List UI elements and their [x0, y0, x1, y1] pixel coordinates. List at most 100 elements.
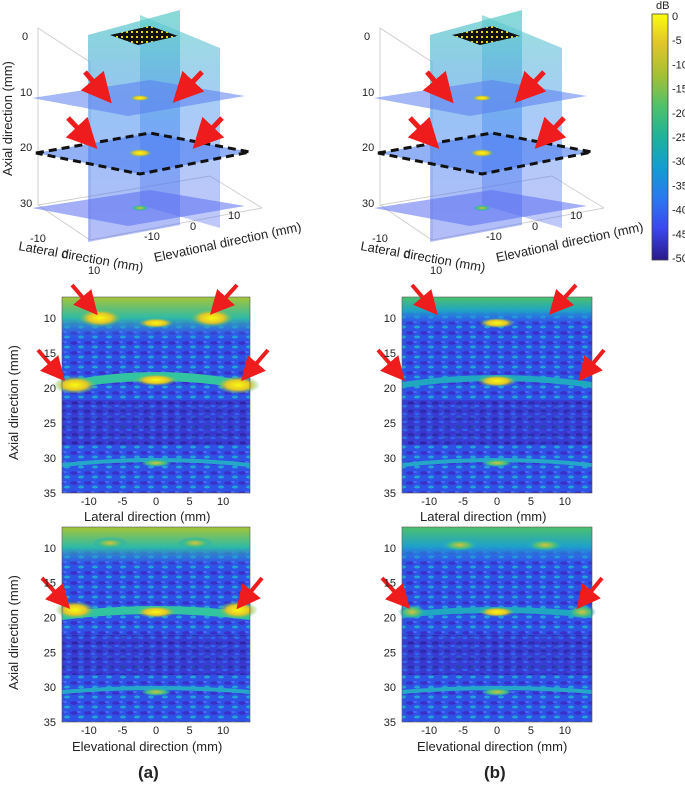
- colorbar-tick: 0: [672, 11, 678, 23]
- slice-y-tick: 20: [44, 613, 56, 625]
- slice-x-tick: -10: [421, 725, 437, 737]
- slice-y-tick: 25: [44, 418, 56, 430]
- elevational-plane: [482, 15, 562, 228]
- artifact-arrow: [65, 116, 98, 149]
- slice-x-tick: 10: [559, 725, 571, 737]
- lateral-tick: -10: [30, 233, 46, 245]
- transducer-array-icon: [110, 26, 178, 45]
- elevational-tick: -10: [144, 231, 160, 243]
- slice-x-tick: 5: [187, 496, 193, 508]
- panel-label-b: (b): [484, 763, 506, 782]
- slice-y-tick: 25: [384, 647, 396, 659]
- slice-y-tick: 15: [384, 578, 396, 590]
- slice-x-tick: -10: [81, 496, 97, 508]
- slice-b-elevational-xlabel: Elevational direction (mm): [417, 739, 567, 754]
- slice-b-lateral-xlabel: Lateral direction (mm): [420, 509, 546, 524]
- slice-x-tick: 0: [153, 496, 159, 508]
- slice-y-tick: 15: [44, 348, 56, 360]
- colorbar-tick: -25: [672, 132, 685, 144]
- slice-x-tick: 5: [187, 725, 193, 737]
- colorbar-tick: -35: [672, 180, 685, 192]
- transducer-array-icon: [452, 26, 520, 45]
- selected-slice-outline: [377, 131, 593, 176]
- elevational-tick: -10: [486, 231, 502, 243]
- slice-x-tick: -10: [81, 725, 97, 737]
- slice-y-tick: 30: [44, 453, 56, 465]
- elevational-tick: 10: [228, 210, 240, 222]
- slice-x-tick: -10: [421, 496, 437, 508]
- elevational-tick: 0: [532, 221, 538, 233]
- slice-y-tick: 35: [384, 717, 396, 729]
- axial-tick: 10: [362, 87, 374, 99]
- slice-x-tick: -5: [458, 496, 468, 508]
- artifact-arrow: [422, 70, 454, 104]
- slice-y-tick: 10: [384, 543, 396, 555]
- slice-y-tick: 30: [44, 682, 56, 694]
- slice-a-lateral-ylabel: Axial direction (mm): [6, 345, 21, 460]
- lateral-tick: 10: [430, 265, 442, 277]
- slice-y-tick: 20: [44, 383, 56, 395]
- slice-y-tick: 35: [44, 488, 56, 500]
- lateral-tick: -10: [372, 233, 388, 245]
- slice-y-tick: 20: [384, 383, 396, 395]
- slice-y-tick: 10: [384, 313, 396, 325]
- axial-tick: 30: [362, 198, 374, 210]
- axial-tick: 0: [22, 31, 28, 43]
- slice-x-tick: 5: [528, 496, 534, 508]
- volume-plot-a: 0 10 20 30 -10 0 10 -10 0 10 Axial direc…: [0, 10, 303, 277]
- panel-label-a: (a): [138, 763, 159, 782]
- slice-x-tick: -5: [118, 725, 128, 737]
- colorbar-gradient: [651, 13, 669, 261]
- axial-tick: 20: [362, 142, 374, 154]
- slice-y-tick: 30: [384, 453, 396, 465]
- slice-y-tick: 35: [44, 717, 56, 729]
- artifact-arrow: [534, 116, 567, 149]
- slice-x-tick: 10: [217, 725, 229, 737]
- slice-image-b-elevational: [398, 526, 596, 723]
- axial-tick: 10: [20, 87, 32, 99]
- colorbar-tick: -20: [672, 108, 685, 120]
- slice-x-tick: -5: [118, 496, 128, 508]
- slice-x-tick: 0: [494, 496, 500, 508]
- colorbar-tick: -50: [672, 253, 685, 265]
- lateral-tick: 0: [62, 249, 68, 261]
- colorbar-tick: -5: [672, 35, 682, 47]
- selected-slice-outline: [35, 131, 251, 176]
- slice-x-tick: 0: [494, 725, 500, 737]
- axial-tick: 20: [20, 142, 32, 154]
- slice-y-tick: 35: [384, 488, 396, 500]
- colorbar-tick: -10: [672, 59, 685, 71]
- colorbar-tick: -40: [672, 205, 685, 217]
- slice-image-b-lateral: [401, 296, 593, 494]
- slice-y-tick: 10: [44, 543, 56, 555]
- slice-a-elevational-ylabel: Axial direction (mm): [6, 575, 21, 690]
- artifact-arrow: [80, 70, 112, 104]
- slice-image-a-lateral: [53, 296, 260, 494]
- artifact-arrow: [192, 116, 225, 149]
- elevational-plane: [140, 15, 220, 228]
- axial-tick: 0: [364, 31, 370, 43]
- slice-x-tick: 0: [153, 725, 159, 737]
- slice-y-tick: 25: [384, 418, 396, 430]
- axial-axis-label: Axial direction (mm): [0, 61, 15, 176]
- artifact-arrow: [172, 70, 205, 103]
- artifact-arrow: [407, 116, 440, 149]
- lateral-tick: 0: [404, 249, 410, 261]
- colorbar: dB 0 -5 -10 -15 -20 -25 -30 -35 -40 -45 -50: [651, 0, 685, 265]
- colorbar-unit: dB: [656, 0, 669, 12]
- volume-plot-b: 0 10 20 30 -10 0 10 -10 0 10 Lateral dir…: [359, 10, 645, 277]
- slice-y-tick: 15: [44, 578, 56, 590]
- lateral-axis-label: Lateral direction (mm): [359, 238, 486, 275]
- elevational-tick: 10: [570, 210, 582, 222]
- slice-image-a-elevational: [55, 526, 258, 723]
- slice-x-tick: 10: [559, 496, 571, 508]
- slice-a-lateral-xlabel: Lateral direction (mm): [84, 509, 210, 524]
- axial-tick: 30: [20, 198, 32, 210]
- slice-x-tick: 10: [217, 496, 229, 508]
- slice-y-tick: 20: [384, 613, 396, 625]
- colorbar-tick: -15: [672, 84, 685, 96]
- slice-y-tick: 25: [44, 647, 56, 659]
- colorbar-tick: -30: [672, 156, 685, 168]
- colorbar-tick: -45: [672, 229, 685, 241]
